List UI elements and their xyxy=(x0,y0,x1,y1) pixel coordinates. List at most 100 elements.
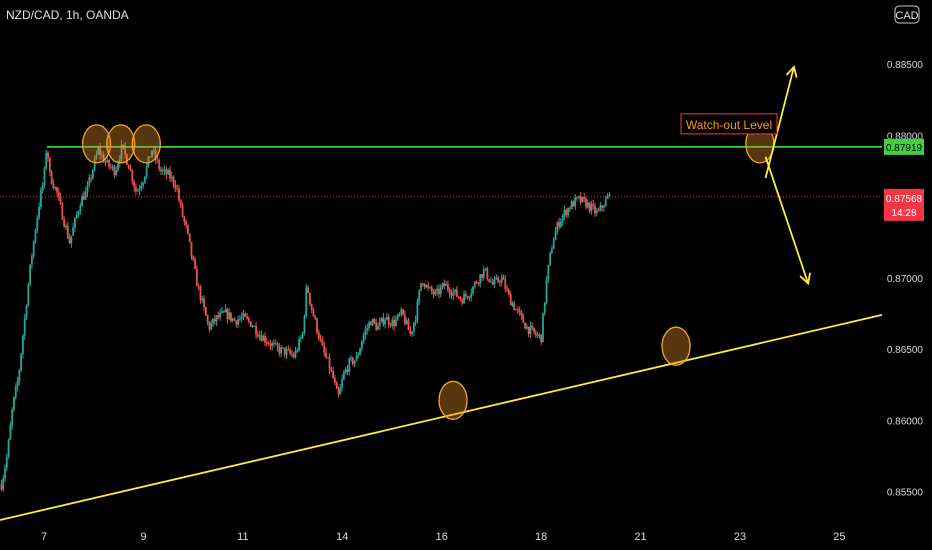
candle xyxy=(280,344,283,358)
candle xyxy=(337,386,340,398)
candle xyxy=(334,374,336,386)
candle xyxy=(156,156,159,164)
candle-body xyxy=(513,303,516,310)
candle xyxy=(57,187,60,201)
candle-body xyxy=(127,164,130,170)
candle xyxy=(133,179,136,192)
candle-body xyxy=(579,196,582,203)
candle xyxy=(213,314,216,325)
candle-body xyxy=(357,354,360,357)
candle xyxy=(256,330,259,339)
candle xyxy=(393,315,396,331)
candle-body xyxy=(178,189,180,200)
candle-body xyxy=(187,225,189,234)
candle-body xyxy=(50,171,53,185)
candle-body xyxy=(348,358,351,372)
candle-body xyxy=(283,347,286,355)
currency-badge[interactable]: CAD xyxy=(894,5,920,24)
candle-body xyxy=(552,240,555,249)
candle xyxy=(208,321,211,333)
candle xyxy=(499,279,501,287)
candle-body xyxy=(197,286,200,288)
candle xyxy=(335,380,338,389)
candle xyxy=(140,181,143,192)
candle-body xyxy=(479,274,482,284)
candle xyxy=(341,374,344,392)
candle xyxy=(565,208,568,218)
candle xyxy=(11,407,14,430)
candle xyxy=(145,163,148,180)
candle xyxy=(108,159,110,170)
arrow-head xyxy=(785,65,798,78)
candle xyxy=(554,227,557,241)
candle-body xyxy=(339,387,342,395)
candle xyxy=(151,150,153,159)
candle xyxy=(201,295,204,304)
candle xyxy=(240,312,243,323)
candle-body xyxy=(140,185,143,189)
candle xyxy=(126,153,128,166)
watch-out-annotation[interactable]: Watch-out Level xyxy=(680,113,778,135)
candle-body xyxy=(108,159,110,167)
candle-body xyxy=(48,157,51,172)
projection-down-arrow[interactable] xyxy=(764,156,811,286)
candle xyxy=(594,202,596,217)
candle xyxy=(599,202,602,212)
candle-body xyxy=(100,154,103,156)
candle xyxy=(581,196,584,203)
candle xyxy=(45,149,48,171)
candle xyxy=(547,264,550,284)
candle xyxy=(31,253,33,270)
candle-body xyxy=(160,169,162,172)
candle-body xyxy=(138,188,141,191)
candle-body xyxy=(409,330,412,334)
candle-body xyxy=(461,299,464,304)
candle xyxy=(418,289,421,305)
candle xyxy=(398,312,401,317)
candle xyxy=(18,368,21,386)
candle xyxy=(396,313,399,322)
candle-body xyxy=(213,318,216,322)
candle xyxy=(588,202,591,214)
candle xyxy=(307,285,309,294)
candle-body xyxy=(56,187,58,193)
candle xyxy=(603,204,605,212)
candle xyxy=(129,164,132,172)
candle-body xyxy=(346,369,349,372)
candle xyxy=(556,221,559,235)
candle xyxy=(226,307,229,324)
projection-up-arrow[interactable] xyxy=(764,65,798,179)
candle-body xyxy=(421,283,424,285)
candle-body xyxy=(477,283,480,285)
candle xyxy=(13,396,15,413)
candle-body xyxy=(90,177,92,179)
candle xyxy=(502,274,505,280)
candle-body xyxy=(554,231,557,241)
candle xyxy=(127,164,130,170)
candle-body xyxy=(226,309,229,319)
candle-body xyxy=(350,357,352,359)
candle-body xyxy=(235,320,238,325)
candle-body xyxy=(282,347,284,349)
candle-body xyxy=(387,316,390,325)
candle xyxy=(325,347,327,359)
support-trendline[interactable] xyxy=(0,313,883,521)
y-tick-label: 0.88000 xyxy=(887,131,924,142)
candle-body xyxy=(256,334,259,337)
candle xyxy=(386,313,388,321)
candle-body xyxy=(585,198,587,208)
time-axis[interactable]: 7 9 11 14 16 18 21 23 25 xyxy=(41,531,846,543)
candle-body xyxy=(515,309,517,311)
candle-body xyxy=(156,159,159,161)
candle-body xyxy=(16,381,19,387)
candle xyxy=(378,317,381,330)
candle-body xyxy=(104,161,107,163)
candle-body xyxy=(81,195,84,207)
candle-body xyxy=(595,210,598,214)
candle xyxy=(269,339,272,351)
candle xyxy=(52,179,55,190)
candle xyxy=(572,200,575,207)
candle xyxy=(561,213,564,227)
candle-body xyxy=(280,347,283,354)
candle-body xyxy=(608,194,611,198)
